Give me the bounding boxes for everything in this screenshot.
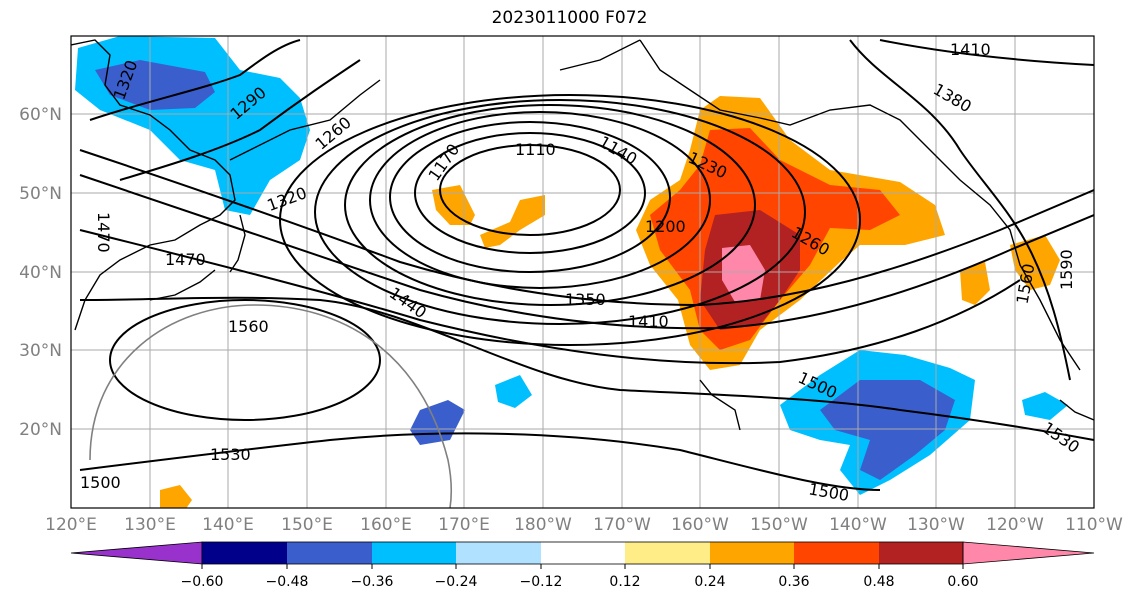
map-frame (70, 35, 1095, 509)
negative-anomaly-siberia-core (95, 60, 215, 110)
lat-tick-label: 60°N (19, 105, 62, 125)
graticule (71, 36, 1094, 508)
contour-label: 1590 (1057, 249, 1076, 290)
lat-tick-label: 20°N (19, 420, 62, 440)
height-contours (79, 39, 1094, 491)
lat-tick-label: 50°N (19, 184, 62, 204)
colorbar-tick-label: −0.60 (181, 574, 224, 590)
colorbar-segment (456, 542, 541, 564)
lon-tick-label: 160°W (671, 515, 729, 535)
positive-anomaly-aleutian (432, 185, 475, 225)
contour-label: 1530 (210, 445, 251, 464)
positive-anomaly-aleutian-2 (480, 195, 545, 248)
lon-tick-label: 130°E (124, 515, 176, 535)
contour-label: 1320 (264, 183, 309, 215)
contour-label: 1410 (628, 312, 669, 331)
colorbar-frame (201, 541, 964, 565)
colorbar-tick-label: −0.48 (266, 574, 309, 590)
reference-circle (89, 304, 453, 508)
contour-label: 1470 (165, 250, 206, 269)
contour-label: 1560 (228, 317, 269, 336)
colorbar-tick-label: 0.48 (863, 574, 894, 590)
contour-label: 1380 (930, 80, 975, 117)
positive-anomaly-small (160, 485, 192, 508)
colorbar-segment (794, 542, 879, 564)
lon-tick-label: 140°W (829, 515, 887, 535)
lon-tick-label: 140°E (202, 515, 254, 535)
contour-label: 1350 (565, 290, 606, 309)
colorbar-tick-label: 0.12 (609, 574, 640, 590)
negative-anomaly-subtropics-core (820, 380, 955, 480)
lon-tick-label: 130°W (907, 515, 965, 535)
colorbar-segment (202, 542, 287, 564)
lon-tick-label: 170°E (438, 515, 490, 535)
colorbar-tick-label: −0.12 (520, 574, 563, 590)
lon-tick-label: 120°E (45, 515, 97, 535)
colorbar-segment (710, 542, 794, 564)
colorbar-segment (625, 542, 710, 564)
colorbar-tick-label: −0.24 (435, 574, 478, 590)
contour-label: 1200 (645, 217, 686, 236)
negative-anomaly-small-1 (410, 400, 465, 445)
map-title: 2023011000 F072 (491, 8, 648, 28)
colorbar-extend-high (962, 541, 1095, 565)
colorbar-segment (541, 542, 625, 564)
colorbar-tick-label: 0.36 (778, 574, 809, 590)
lat-tick-labels: 20°N 30°N 40°N 50°N 60°N (19, 105, 62, 440)
lon-tick-label: 120°W (986, 515, 1044, 535)
colorbar-extend-low (70, 541, 203, 565)
contour-label: 1110 (515, 140, 556, 159)
contour-label: 1500 (807, 479, 850, 505)
shaded-fields (75, 36, 1068, 508)
contour-label: 1470 (94, 212, 113, 253)
colorbar: −0.60 −0.48 −0.36 −0.24 −0.12 0.12 0.24 … (70, 541, 1095, 590)
lon-tick-label: 110°W (1065, 515, 1123, 535)
lon-tick-label: 160°E (360, 515, 412, 535)
lat-tick-label: 30°N (19, 341, 62, 361)
colorbar-tick-label: 0.24 (694, 574, 725, 590)
lon-tick-label: 150°W (750, 515, 808, 535)
coastlines (71, 39, 1094, 431)
contour-label: 1530 (1039, 418, 1083, 457)
lon-tick-label: 170°W (593, 515, 651, 535)
negative-anomaly-small-2 (495, 375, 532, 408)
colorbar-segment (287, 542, 372, 564)
lon-tick-labels: 120°E 130°E 140°E 150°E 160°E 170°E 180°… (45, 515, 1123, 535)
lon-tick-label: 180°W (514, 515, 572, 535)
colorbar-segment (879, 542, 963, 564)
colorbar-tick-label: −0.36 (351, 574, 394, 590)
contour-label: 1410 (950, 40, 991, 59)
lat-tick-label: 40°N (19, 263, 62, 283)
colorbar-tick-label: 0.60 (947, 574, 978, 590)
colorbar-segment (372, 542, 456, 564)
positive-anomaly-west-coast (960, 262, 990, 305)
lon-tick-label: 150°E (281, 515, 333, 535)
positive-anomaly-gulf-pink (722, 245, 765, 302)
negative-anomaly-small-3 (1022, 392, 1068, 420)
contour-label: 1500 (80, 473, 121, 492)
